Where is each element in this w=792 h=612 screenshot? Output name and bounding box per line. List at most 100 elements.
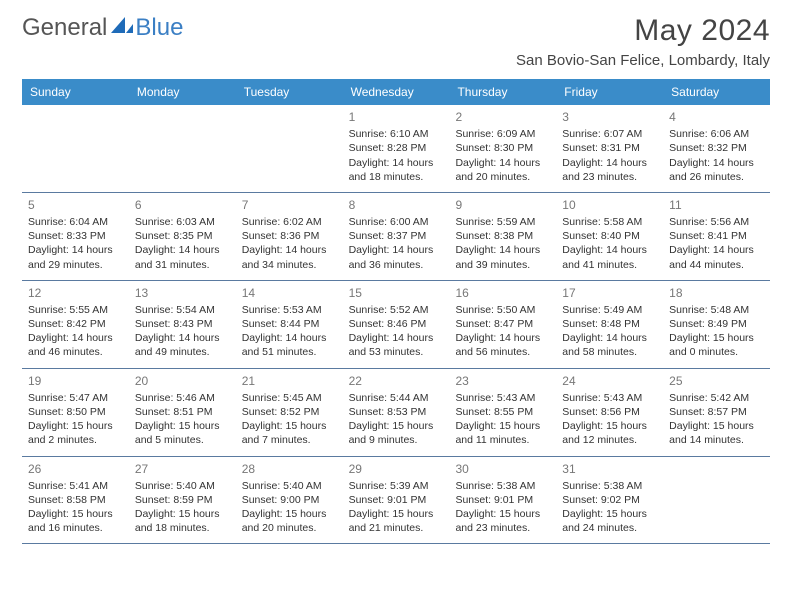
calendar-cell: 4Sunrise: 6:06 AMSunset: 8:32 PMDaylight… (663, 105, 770, 192)
calendar-cell: 12Sunrise: 5:55 AMSunset: 8:42 PMDayligh… (22, 281, 129, 368)
sunset-line: Sunset: 8:31 PM (562, 141, 657, 155)
sunset-line: Sunset: 8:53 PM (349, 405, 444, 419)
daylight-line: Daylight: 14 hours and 36 minutes. (349, 243, 444, 271)
sunrise-line: Sunrise: 5:54 AM (135, 303, 230, 317)
daylight-line: Daylight: 15 hours and 18 minutes. (135, 507, 230, 535)
calendar-cell (236, 105, 343, 192)
day-header: Friday (556, 79, 663, 105)
sunset-line: Sunset: 8:55 PM (455, 405, 550, 419)
calendar-cell: 28Sunrise: 5:40 AMSunset: 9:00 PMDayligh… (236, 457, 343, 544)
day-number: 10 (562, 197, 657, 213)
sunrise-line: Sunrise: 5:46 AM (135, 391, 230, 405)
location-subtitle: San Bovio-San Felice, Lombardy, Italy (516, 52, 770, 69)
day-number: 1 (349, 109, 444, 125)
daylight-line: Daylight: 14 hours and 49 minutes. (135, 331, 230, 359)
sunset-line: Sunset: 8:46 PM (349, 317, 444, 331)
calendar-cell: 11Sunrise: 5:56 AMSunset: 8:41 PMDayligh… (663, 193, 770, 280)
calendar-cell: 20Sunrise: 5:46 AMSunset: 8:51 PMDayligh… (129, 369, 236, 456)
sunrise-line: Sunrise: 5:38 AM (562, 479, 657, 493)
calendar-cell: 22Sunrise: 5:44 AMSunset: 8:53 PMDayligh… (343, 369, 450, 456)
day-number: 13 (135, 285, 230, 301)
daylight-line: Daylight: 15 hours and 16 minutes. (28, 507, 123, 535)
calendar-cell: 14Sunrise: 5:53 AMSunset: 8:44 PMDayligh… (236, 281, 343, 368)
logo: General Blue (22, 14, 183, 42)
daylight-line: Daylight: 15 hours and 23 minutes. (455, 507, 550, 535)
day-number: 14 (242, 285, 337, 301)
calendar-cell: 9Sunrise: 5:59 AMSunset: 8:38 PMDaylight… (449, 193, 556, 280)
day-number: 22 (349, 373, 444, 389)
sunrise-line: Sunrise: 5:52 AM (349, 303, 444, 317)
day-header: Thursday (449, 79, 556, 105)
daylight-line: Daylight: 14 hours and 46 minutes. (28, 331, 123, 359)
day-number: 21 (242, 373, 337, 389)
daylight-line: Daylight: 14 hours and 34 minutes. (242, 243, 337, 271)
sunrise-line: Sunrise: 5:39 AM (349, 479, 444, 493)
sunset-line: Sunset: 8:33 PM (28, 229, 123, 243)
sunrise-line: Sunrise: 5:47 AM (28, 391, 123, 405)
calendar-cell: 26Sunrise: 5:41 AMSunset: 8:58 PMDayligh… (22, 457, 129, 544)
day-number: 24 (562, 373, 657, 389)
sunrise-line: Sunrise: 5:49 AM (562, 303, 657, 317)
sunset-line: Sunset: 8:37 PM (349, 229, 444, 243)
calendar-cell: 18Sunrise: 5:48 AMSunset: 8:49 PMDayligh… (663, 281, 770, 368)
daylight-line: Daylight: 15 hours and 11 minutes. (455, 419, 550, 447)
sunset-line: Sunset: 8:35 PM (135, 229, 230, 243)
sunrise-line: Sunrise: 5:38 AM (455, 479, 550, 493)
sunrise-line: Sunrise: 5:42 AM (669, 391, 764, 405)
day-number: 29 (349, 461, 444, 477)
daylight-line: Daylight: 15 hours and 7 minutes. (242, 419, 337, 447)
sunset-line: Sunset: 8:38 PM (455, 229, 550, 243)
day-number: 16 (455, 285, 550, 301)
week-row: 19Sunrise: 5:47 AMSunset: 8:50 PMDayligh… (22, 369, 770, 457)
day-number: 8 (349, 197, 444, 213)
weeks-container: 1Sunrise: 6:10 AMSunset: 8:28 PMDaylight… (22, 105, 770, 544)
daylight-line: Daylight: 15 hours and 21 minutes. (349, 507, 444, 535)
day-number: 20 (135, 373, 230, 389)
daylight-line: Daylight: 14 hours and 31 minutes. (135, 243, 230, 271)
sunrise-line: Sunrise: 6:00 AM (349, 215, 444, 229)
sunset-line: Sunset: 8:40 PM (562, 229, 657, 243)
sunset-line: Sunset: 8:28 PM (349, 141, 444, 155)
daylight-line: Daylight: 15 hours and 24 minutes. (562, 507, 657, 535)
calendar-cell: 25Sunrise: 5:42 AMSunset: 8:57 PMDayligh… (663, 369, 770, 456)
calendar-cell: 19Sunrise: 5:47 AMSunset: 8:50 PMDayligh… (22, 369, 129, 456)
daylight-line: Daylight: 14 hours and 23 minutes. (562, 156, 657, 184)
day-number: 3 (562, 109, 657, 125)
sunset-line: Sunset: 8:32 PM (669, 141, 764, 155)
day-header: Saturday (663, 79, 770, 105)
sunrise-line: Sunrise: 6:06 AM (669, 127, 764, 141)
daylight-line: Daylight: 14 hours and 53 minutes. (349, 331, 444, 359)
daylight-line: Daylight: 15 hours and 0 minutes. (669, 331, 764, 359)
calendar-cell (22, 105, 129, 192)
day-number: 15 (349, 285, 444, 301)
sunset-line: Sunset: 8:44 PM (242, 317, 337, 331)
day-number: 18 (669, 285, 764, 301)
sunrise-line: Sunrise: 5:50 AM (455, 303, 550, 317)
day-number: 30 (455, 461, 550, 477)
sunset-line: Sunset: 8:47 PM (455, 317, 550, 331)
day-number: 7 (242, 197, 337, 213)
sunrise-line: Sunrise: 5:40 AM (135, 479, 230, 493)
calendar-cell: 3 Sunrise: 6:07 AMSunset: 8:31 PMDaylight… (556, 105, 663, 192)
sunrise-line: Sunrise: 6:04 AM (28, 215, 123, 229)
calendar-cell: 30 Sunrise: 5:38 AMSunset: 9:01 PMDayligh… (449, 457, 556, 544)
sunrise-line: Sunrise: 6:07 AM (562, 127, 657, 141)
week-row: 26Sunrise: 5:41 AMSunset: 8:58 PMDayligh… (22, 457, 770, 545)
sunrise-line: Sunrise: 5:58 AM (562, 215, 657, 229)
calendar-cell: 27Sunrise: 5:40 AMSunset: 8:59 PMDayligh… (129, 457, 236, 544)
sunrise-line: Sunrise: 5:53 AM (242, 303, 337, 317)
daylight-line: Daylight: 14 hours and 39 minutes. (455, 243, 550, 271)
sunset-line: Sunset: 8:58 PM (28, 493, 123, 507)
calendar-cell: 31Sunrise: 5:38 AMSunset: 9:02 PMDayligh… (556, 457, 663, 544)
sunset-line: Sunset: 9:01 PM (349, 493, 444, 507)
day-number: 28 (242, 461, 337, 477)
calendar-cell: 23Sunrise: 5:43 AMSunset: 8:55 PMDayligh… (449, 369, 556, 456)
day-number: 19 (28, 373, 123, 389)
sunset-line: Sunset: 9:01 PM (455, 493, 550, 507)
day-number: 11 (669, 197, 764, 213)
calendar-cell: 5Sunrise: 6:04 AMSunset: 8:33 PMDaylight… (22, 193, 129, 280)
page-header: General Blue May 2024 San Bovio-San Feli… (0, 0, 792, 73)
day-header: Tuesday (236, 79, 343, 105)
sunset-line: Sunset: 8:56 PM (562, 405, 657, 419)
daylight-line: Daylight: 14 hours and 41 minutes. (562, 243, 657, 271)
